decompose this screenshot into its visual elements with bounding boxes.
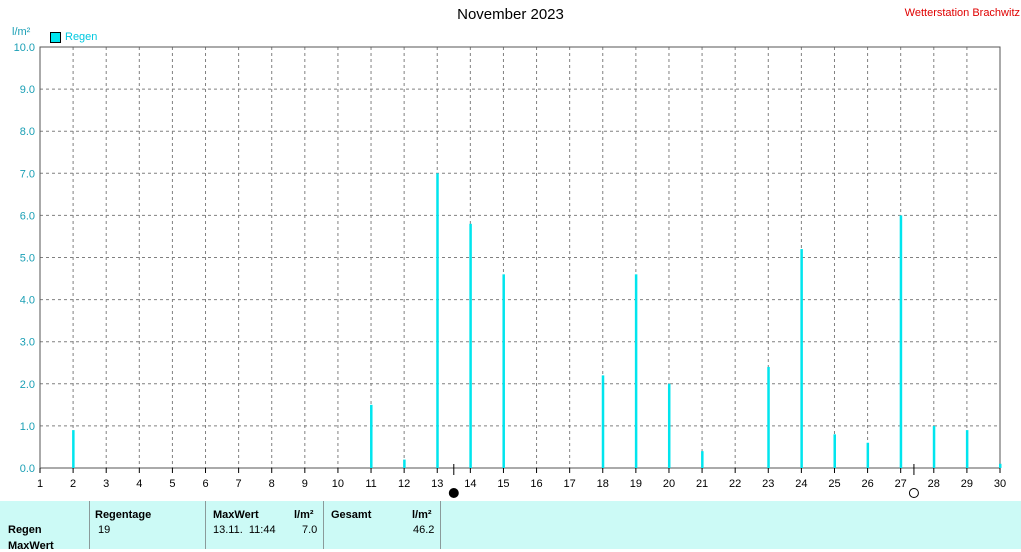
- rain-bar: [370, 404, 373, 468]
- x-tick-label: 2: [70, 478, 76, 490]
- stats-col-maxwert: MaxWert l/m² 13.11. 11:44 7.0: [205, 501, 324, 549]
- x-tick-label: 10: [332, 478, 344, 490]
- y-tick-label: 2.0: [20, 379, 35, 391]
- x-tick-label: 14: [464, 478, 476, 490]
- plot-frame: [39, 46, 1001, 469]
- x-tick-label: 20: [663, 478, 675, 490]
- y-tick-label: 10.0: [14, 42, 35, 54]
- y-tick-label: 6.0: [20, 210, 35, 222]
- rain-bar: [866, 442, 870, 468]
- x-tick-label: 8: [269, 478, 275, 490]
- maxwert-value: 7.0: [302, 524, 318, 536]
- stats-row-label-regen: Regen: [8, 524, 42, 536]
- rain-bar: [800, 249, 803, 468]
- y-tick-label: 1.0: [20, 421, 35, 433]
- rain-bar: [469, 223, 472, 468]
- x-tick-label: 25: [828, 478, 840, 490]
- maxwert-date: 13.11. 11:44: [213, 524, 276, 536]
- y-tick-label: 8.0: [20, 126, 35, 138]
- rain-bar: [767, 366, 770, 468]
- x-tick-label: 4: [136, 478, 142, 490]
- new-moon-icon: [448, 488, 459, 498]
- rain-bar: [965, 430, 969, 468]
- gesamt-value: 46.2: [413, 524, 435, 536]
- x-tick-label: 12: [398, 478, 410, 490]
- x-tick-label: 11: [365, 478, 376, 490]
- y-tick-label: 9.0: [20, 84, 35, 96]
- x-tick-label: 17: [564, 478, 576, 490]
- x-tick-label: 18: [597, 478, 609, 490]
- x-tick-label: 3: [103, 478, 109, 490]
- gesamt-header: Gesamt: [331, 509, 372, 521]
- rain-bar: [833, 434, 836, 468]
- rain-bar: [72, 430, 75, 468]
- x-tick-label: 29: [961, 478, 973, 490]
- x-tick-label: 6: [202, 478, 208, 490]
- x-tick-label: 16: [530, 478, 542, 490]
- x-tick-label: 13: [431, 478, 443, 490]
- maxwert-unit: l/m²: [294, 509, 314, 521]
- chart-title: November 2023: [457, 6, 564, 23]
- legend-swatch: [50, 31, 61, 43]
- rain-bar: [634, 274, 638, 468]
- full-moon-icon: [908, 488, 919, 498]
- y-tick-label: 4.0: [20, 295, 35, 307]
- stats-col-end: [440, 501, 441, 549]
- x-tick-label: 28: [928, 478, 940, 490]
- rain-bar: [667, 383, 671, 468]
- x-tick-label: 24: [795, 478, 807, 490]
- y-axis-unit: l/m²: [12, 26, 31, 38]
- rain-bar: [436, 173, 439, 469]
- y-tick-label: 7.0: [20, 168, 35, 180]
- x-tick-label: 23: [762, 478, 774, 490]
- stats-col-regentage: Regentage 19: [89, 501, 206, 549]
- x-tick-label: 9: [302, 478, 308, 490]
- x-tick-label: 21: [696, 478, 708, 490]
- x-tick-label: 15: [497, 478, 509, 490]
- legend-label: Regen: [65, 31, 98, 43]
- stats-row-label-maxwert: MaxWert: [8, 540, 54, 552]
- rain-bar: [701, 451, 704, 468]
- regentage-value: 19: [98, 524, 111, 536]
- maxwert-header: MaxWert: [213, 509, 259, 521]
- y-tick-label: 3.0: [20, 337, 35, 349]
- rain-bar: [403, 459, 406, 468]
- rain-bar: [999, 463, 1002, 468]
- station-name: Wetterstation Brachwitz: [904, 7, 1020, 19]
- stats-col-gesamt: Gesamt l/m² 46.2: [323, 501, 441, 549]
- x-tick-label: 26: [861, 478, 873, 490]
- regentage-header: Regentage: [95, 509, 152, 521]
- x-tick-label: 1: [37, 478, 43, 490]
- rain-bar: [932, 425, 936, 468]
- gesamt-unit: l/m²: [412, 509, 432, 521]
- x-tick-label: 30: [994, 478, 1006, 490]
- x-tick-label: 7: [236, 478, 242, 490]
- y-tick-label: 0.0: [20, 463, 35, 475]
- rain-bar: [601, 375, 605, 468]
- x-tick-label: 27: [895, 478, 907, 490]
- legend: Regen: [50, 31, 97, 43]
- y-tick-label: 5.0: [20, 253, 35, 265]
- x-tick-label: 5: [169, 478, 175, 490]
- x-tick-label: 19: [630, 478, 642, 490]
- x-tick-label: 22: [729, 478, 741, 490]
- rain-bar: [502, 274, 505, 468]
- rain-bar: [899, 215, 903, 468]
- rain-bar-chart: 0.01.02.03.04.05.06.07.08.09.010.01 2 3 4 5 6…: [14, 42, 1006, 498]
- stats-table: Regen MaxWert Regentage 19 MaxWert l/m² …: [0, 501, 1021, 552]
